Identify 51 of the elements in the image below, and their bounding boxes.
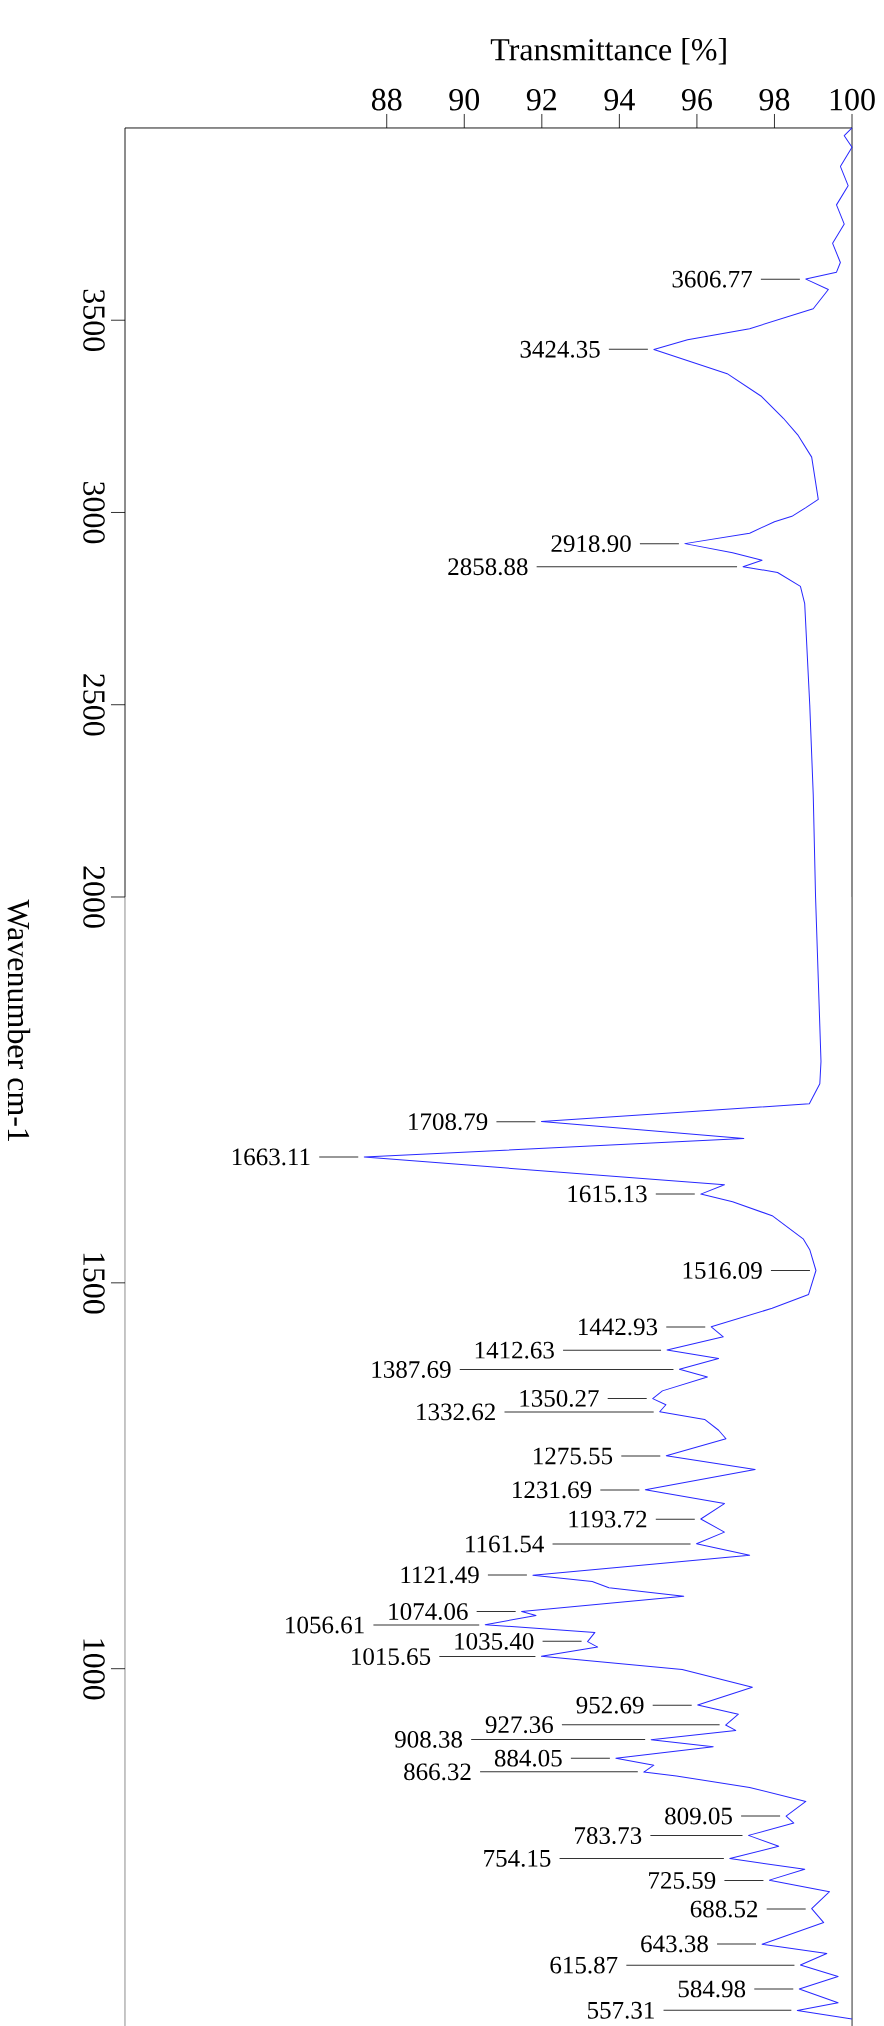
- x-tick-label: 90: [449, 88, 480, 111]
- annotation: 1015.65: [352, 1648, 431, 1666]
- x-tick-label: 92: [526, 88, 557, 111]
- annotation: 3606.77: [672, 270, 752, 288]
- annotation: 1350.27: [520, 1389, 599, 1407]
- annotation: 1442.93: [579, 1318, 658, 1336]
- annotation: 688.52: [690, 1900, 758, 1918]
- annotation: 908.38: [395, 1730, 462, 1748]
- annotation: 1074.06: [389, 1603, 468, 1621]
- annotation: 584.98: [678, 1980, 746, 1998]
- annotation: 725.59: [649, 1872, 716, 1889]
- annotation: 1332.62: [417, 1403, 495, 1421]
- y-tick-label: 2500: [83, 674, 105, 736]
- y-tick-label: 3000: [83, 482, 105, 544]
- annotation: 1708.79: [409, 1113, 488, 1131]
- x-axis-title: Transmittance [%]: [490, 37, 726, 65]
- x-tick-label: 100: [830, 88, 875, 111]
- annotation: 1516.09: [683, 1261, 762, 1279]
- annotation: 1193.72: [569, 1510, 647, 1528]
- x-tick-label: 98: [759, 88, 790, 111]
- y-tick-label: 3500: [83, 289, 105, 351]
- annotation: 1387.69: [372, 1361, 451, 1379]
- annotation: 1663.11: [232, 1148, 310, 1166]
- x-tick-label: 94: [604, 88, 635, 111]
- annotation: 2858.88: [448, 558, 528, 576]
- y-tick-label: 1500: [83, 1253, 105, 1314]
- annotation: 615.87: [550, 1956, 618, 1974]
- annotation: 927.36: [485, 1716, 553, 1734]
- annotation: 3424.35: [520, 340, 600, 358]
- annotation: 1615.13: [568, 1185, 647, 1203]
- annotation: 1412.63: [475, 1341, 554, 1359]
- annotation: 809.05: [665, 1807, 732, 1825]
- y-tick-label: 2000: [83, 866, 105, 928]
- x-tick-label: 96: [681, 88, 712, 111]
- annotation: 1275.55: [534, 1447, 613, 1465]
- annotation: 557.31: [588, 2001, 654, 2019]
- annotation: 952.69: [576, 1696, 644, 1714]
- annotation: 1231.69: [513, 1481, 592, 1499]
- y-tick-label: 1000: [83, 1639, 105, 1700]
- annotation: 754.15: [484, 1849, 551, 1867]
- annotation: 2918.90: [551, 535, 631, 553]
- annotation: 643.38: [641, 1935, 708, 1953]
- annotation: 1035.40: [455, 1632, 534, 1650]
- annotation: 884.05: [494, 1749, 562, 1767]
- annotation: 866.32: [404, 1763, 471, 1781]
- annotation: 1056.61: [286, 1616, 364, 1634]
- annotation: 783.73: [575, 1827, 642, 1845]
- x-tick-label: 88: [371, 88, 402, 111]
- annotation: 1121.49: [401, 1566, 479, 1584]
- y-axis-title: Wavenumber cm-1: [7, 899, 31, 1142]
- annotation: 1161.54: [466, 1535, 544, 1553]
